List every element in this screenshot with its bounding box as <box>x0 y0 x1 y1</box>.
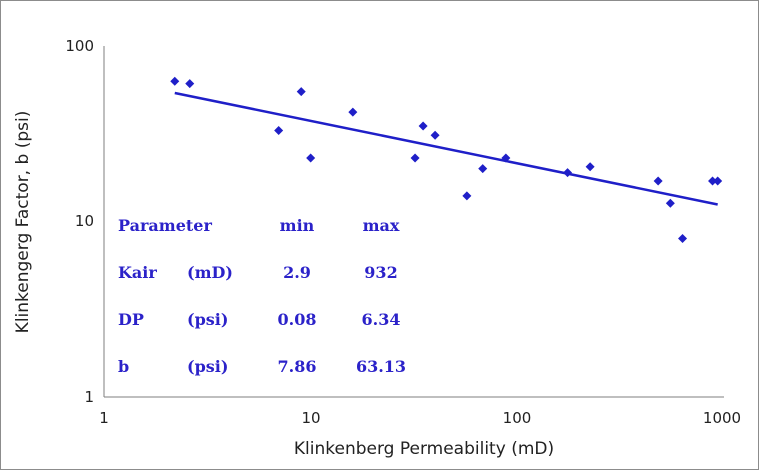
data-point <box>665 198 675 208</box>
data-point <box>274 126 284 136</box>
table-row-max: 932 <box>364 263 397 282</box>
table-header-min: min <box>280 216 315 235</box>
x-axis-title: Klinkenberg Permeability (mD) <box>294 439 554 459</box>
table-row-min: 7.86 <box>278 357 317 376</box>
data-point <box>708 176 718 186</box>
x-tick-label-1: 1 <box>99 409 109 427</box>
data-point <box>170 76 180 86</box>
x-tick-label-100: 100 <box>503 409 532 427</box>
table-row-param: b <box>118 357 129 376</box>
data-point <box>296 87 306 97</box>
table-row-unit: (mD) <box>187 263 233 282</box>
table-row-param: DP <box>118 310 144 329</box>
table-row-min: 2.9 <box>283 263 311 282</box>
trendline <box>174 91 718 206</box>
data-point <box>462 191 472 201</box>
data-point <box>563 168 573 178</box>
table-header-parameter: Parameter <box>118 216 212 235</box>
y-tick-label-100: 100 <box>65 37 94 55</box>
data-point <box>678 234 688 244</box>
data-point <box>418 121 428 131</box>
y-axis-title: Klinkengerg Factor, b (psi) <box>13 111 33 334</box>
x-tick-label-10: 10 <box>301 409 320 427</box>
data-point <box>501 153 511 163</box>
data-point <box>348 107 358 117</box>
table-row-unit: (psi) <box>187 310 228 329</box>
y-tick-label-1: 1 <box>84 388 94 406</box>
x-tick-label-1000: 1000 <box>703 409 741 427</box>
data-point <box>185 79 195 89</box>
y-tick-label-10: 10 <box>75 212 94 230</box>
table-row-min: 0.08 <box>278 310 317 329</box>
data-point <box>653 176 663 186</box>
data-point <box>478 164 488 174</box>
table-header-max: max <box>363 216 400 235</box>
data-point <box>306 153 316 163</box>
data-point <box>430 130 440 140</box>
table-row-param: Kair <box>118 263 157 282</box>
data-point <box>585 162 595 172</box>
parameter-table: Parameter min max Kair (mD) 2.9 932 DP (… <box>118 216 406 376</box>
table-row-unit: (psi) <box>187 357 228 376</box>
table-row-max: 63.13 <box>356 357 406 376</box>
data-point <box>713 176 723 186</box>
table-row-max: 6.34 <box>362 310 401 329</box>
data-point <box>410 153 420 163</box>
